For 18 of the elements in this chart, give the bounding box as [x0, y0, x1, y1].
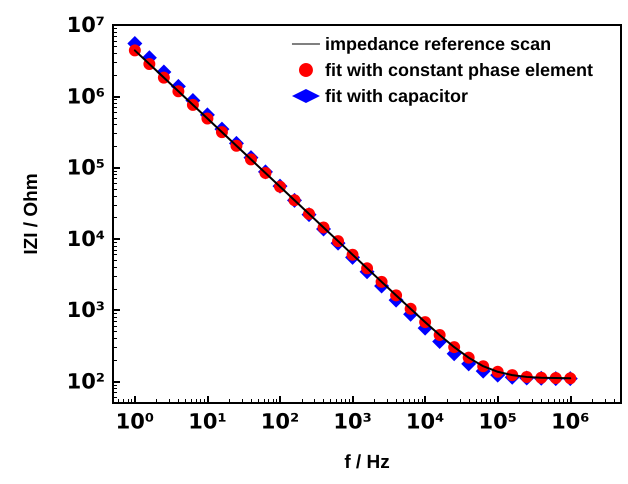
- x-tick-label: 10⁵: [478, 410, 517, 434]
- x-tick-label: 10¹: [188, 410, 227, 434]
- legend-label: fit with capacitor: [324, 86, 468, 106]
- y-tick-label: 10⁶: [66, 84, 105, 108]
- y-axis-title: IZI / Ohm: [21, 173, 42, 255]
- legend-label: fit with constant phase element: [324, 60, 594, 80]
- x-axis-title: f / Hz: [344, 452, 390, 473]
- y-tick-label: 10⁴: [66, 226, 105, 251]
- x-tick-label: 10³: [333, 410, 372, 434]
- y-tick-label: 10²: [66, 370, 105, 394]
- y-tick-label: 10⁵: [66, 156, 105, 180]
- x-tick-label: 10⁴: [406, 410, 444, 434]
- x-tick-label: 10⁰: [116, 410, 154, 434]
- legend-label: impedance reference scan: [324, 34, 552, 54]
- x-tick-label: 10⁶: [551, 410, 590, 434]
- x-tick-label: 10²: [260, 410, 300, 434]
- y-tick-label: 10³: [66, 298, 105, 322]
- y-tick-label: 10⁷: [66, 13, 105, 37]
